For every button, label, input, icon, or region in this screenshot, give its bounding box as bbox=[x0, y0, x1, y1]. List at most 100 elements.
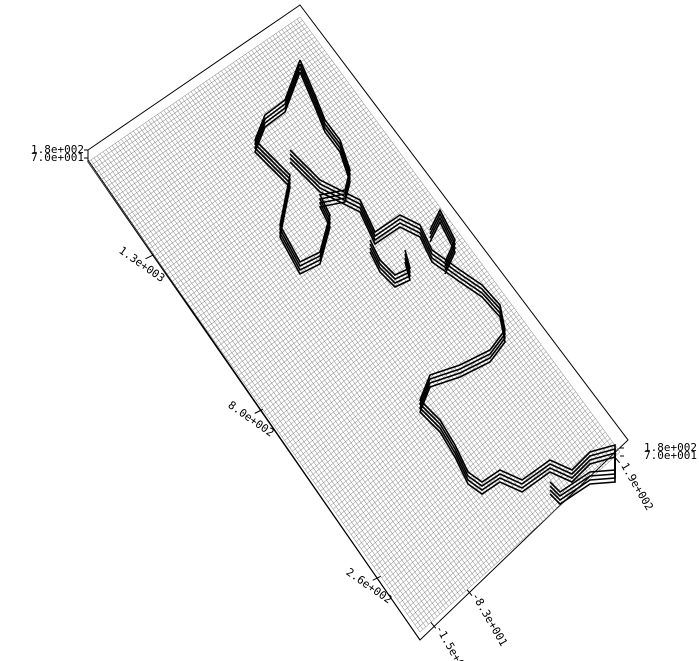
mesh-line bbox=[264, 247, 471, 412]
mesh-line bbox=[92, 23, 306, 170]
mesh-line bbox=[256, 237, 463, 401]
mesh-line bbox=[241, 217, 448, 380]
mesh-line bbox=[98, 30, 310, 177]
mesh-line bbox=[103, 36, 315, 184]
mesh-line bbox=[343, 351, 547, 524]
mesh-line bbox=[384, 404, 586, 582]
mesh-line bbox=[396, 421, 599, 600]
mesh-line bbox=[235, 210, 443, 372]
z-tick-label: 7.0e+001 bbox=[644, 449, 697, 462]
mesh-line bbox=[220, 190, 429, 351]
x-tick-label: -1.5e+002 bbox=[433, 623, 474, 661]
mesh-line bbox=[212, 180, 421, 340]
mesh-line bbox=[281, 271, 488, 437]
mesh-line bbox=[417, 448, 618, 629]
x-tick bbox=[466, 589, 473, 596]
mesh-line bbox=[394, 418, 596, 597]
mesh-line bbox=[121, 60, 333, 210]
mesh-line bbox=[248, 227, 456, 390]
mesh-line bbox=[123, 63, 335, 213]
mesh-line bbox=[87, 16, 301, 163]
y-tick bbox=[372, 575, 381, 581]
mesh-line bbox=[292, 284, 498, 452]
mesh-line bbox=[287, 277, 493, 445]
mesh-line bbox=[133, 77, 345, 228]
mesh-line bbox=[340, 348, 544, 521]
mesh-line bbox=[190, 150, 399, 307]
mesh-line bbox=[182, 140, 392, 296]
mesh-line bbox=[297, 291, 503, 459]
mesh-line bbox=[391, 415, 594, 593]
x-tick-label: -8.3e+001 bbox=[469, 590, 510, 648]
mesh-line bbox=[335, 341, 539, 513]
mesh-line bbox=[269, 254, 475, 419]
mesh-line bbox=[243, 220, 451, 383]
terrain-wall bbox=[369, 247, 411, 284]
mesh-line bbox=[299, 294, 505, 463]
mesh-line bbox=[373, 391, 576, 568]
mesh-line bbox=[312, 311, 517, 481]
mesh-line bbox=[105, 40, 318, 188]
z-tick-label: 1.8e+002 bbox=[31, 143, 84, 156]
terrain-wall bbox=[429, 220, 456, 275]
mesh-line bbox=[246, 224, 453, 387]
mesh-line bbox=[218, 187, 426, 347]
mesh-line bbox=[207, 174, 416, 333]
plot-box bbox=[87, 4, 629, 641]
mesh-line bbox=[184, 143, 394, 300]
mesh-line bbox=[386, 408, 589, 586]
mesh-line bbox=[110, 46, 323, 195]
terrain-wall bbox=[254, 63, 351, 268]
mesh-line bbox=[108, 43, 320, 192]
frame bbox=[87, 4, 629, 641]
mesh-line bbox=[251, 230, 458, 394]
mesh-line bbox=[128, 70, 340, 221]
mesh-line bbox=[378, 398, 581, 575]
mesh-line bbox=[258, 240, 466, 405]
mesh-line bbox=[302, 297, 507, 466]
mesh-line bbox=[315, 314, 520, 484]
mesh-line bbox=[338, 344, 542, 517]
mesh-line bbox=[174, 130, 384, 286]
mesh-line bbox=[126, 66, 338, 217]
mesh-line bbox=[90, 20, 303, 166]
mesh-line bbox=[131, 73, 342, 224]
mesh-line bbox=[304, 301, 510, 470]
mesh-line bbox=[115, 53, 328, 202]
terrain-wall bbox=[254, 71, 351, 276]
mesh-line bbox=[138, 83, 350, 235]
mesh-line bbox=[100, 33, 313, 181]
mesh-line bbox=[407, 435, 608, 615]
mesh-line bbox=[205, 170, 414, 329]
mesh-line bbox=[274, 261, 480, 427]
mesh-line bbox=[95, 26, 308, 174]
terrain-wall bbox=[289, 153, 616, 498]
x-tick bbox=[614, 456, 620, 464]
terrain-wall bbox=[289, 161, 616, 506]
mesh-line bbox=[172, 127, 382, 282]
mesh-line bbox=[389, 411, 591, 589]
mesh-line bbox=[210, 177, 419, 336]
mesh-line bbox=[401, 428, 603, 607]
mesh-line bbox=[197, 160, 406, 318]
terrain-wall bbox=[254, 67, 351, 272]
terrain-wall bbox=[369, 239, 411, 276]
mesh-line bbox=[271, 257, 478, 423]
mesh-line bbox=[289, 281, 495, 448]
mesh-line bbox=[200, 164, 409, 322]
mesh-line bbox=[146, 93, 357, 246]
z-tick-label: 1.8e+002 bbox=[644, 441, 697, 454]
y-tick bbox=[145, 254, 154, 260]
x-tick-label: 1.9e+002 bbox=[618, 460, 656, 512]
mesh-line bbox=[230, 204, 438, 365]
terrain-wall bbox=[429, 208, 456, 263]
mesh-line bbox=[399, 425, 601, 604]
mesh-line bbox=[414, 445, 616, 625]
mesh-line bbox=[276, 264, 483, 430]
mesh-line bbox=[136, 80, 347, 231]
mesh-line bbox=[202, 167, 411, 325]
mesh-line bbox=[279, 267, 485, 434]
